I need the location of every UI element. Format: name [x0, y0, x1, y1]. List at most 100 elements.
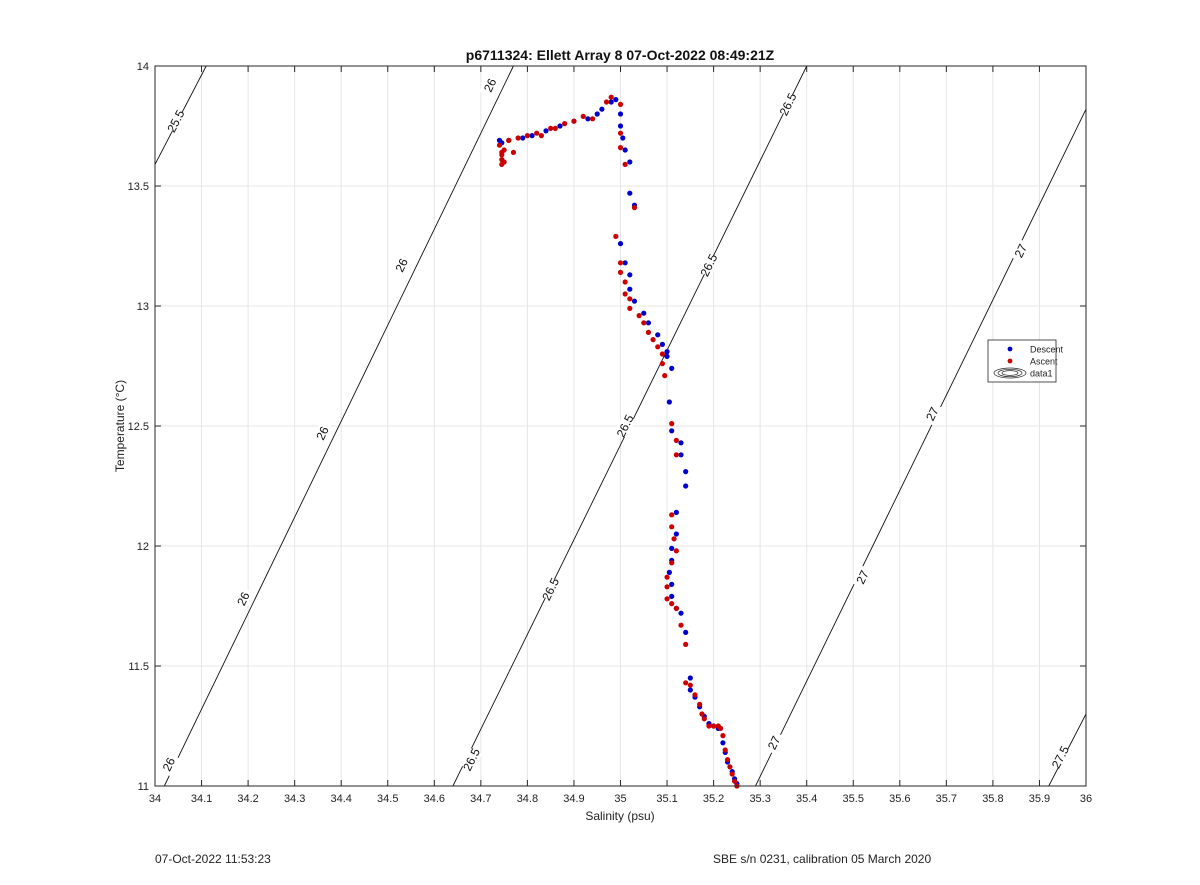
- ascent-point: [617, 260, 624, 266]
- legend-contour-icon: [1001, 370, 1019, 376]
- descent-point: [669, 545, 675, 552]
- ascent-point: [724, 757, 731, 763]
- ascent-point: [717, 725, 724, 732]
- x-tick-label: 34.8: [517, 793, 538, 805]
- descent-point: [645, 320, 652, 326]
- footer-timestamp: 07-Oct-2022 11:53:23: [155, 852, 271, 866]
- x-tick-label: 35.1: [656, 793, 677, 805]
- contour-label-bg: [165, 109, 187, 134]
- ascent-point: [617, 130, 624, 136]
- ascent-point: [659, 361, 665, 367]
- ascent-point: [669, 524, 675, 530]
- descent-point: [673, 531, 679, 537]
- contour-label-bg: [1010, 238, 1032, 263]
- contour-label: 27: [923, 405, 942, 423]
- ascent-point: [727, 764, 733, 770]
- ascent-point: [589, 116, 596, 122]
- legend-marker: [1007, 358, 1013, 364]
- ascent-point: [671, 536, 677, 542]
- legend-marker: [1007, 346, 1013, 352]
- ascent-point: [673, 437, 679, 443]
- descent-point: [669, 428, 675, 434]
- ascent-point: [571, 118, 577, 124]
- x-tick-label: 34.6: [424, 793, 445, 805]
- legend-label: Ascent: [1030, 357, 1058, 367]
- contour-label: 27: [1012, 241, 1031, 259]
- contour-label-bg: [539, 577, 562, 602]
- contour-line: [755, 109, 1087, 787]
- contour-label: 25.5: [164, 107, 187, 134]
- ascent-point: [673, 605, 679, 612]
- ascent-point: [669, 512, 675, 518]
- descent-point: [666, 399, 672, 405]
- ascent-point: [650, 337, 656, 343]
- y-axis-label: Temperature (°C): [113, 380, 127, 472]
- descent-point: [585, 116, 591, 122]
- contour-label: 26: [234, 589, 253, 607]
- y-tick-label: 12: [137, 541, 149, 553]
- ascent-point: [669, 601, 675, 607]
- ascent-point: [645, 329, 652, 335]
- ascent-point: [548, 125, 554, 131]
- ascent-point: [669, 560, 675, 566]
- ascent-point: [617, 145, 624, 151]
- contour-label-bg: [698, 253, 720, 278]
- x-tick-label: 35.6: [889, 793, 910, 805]
- ascent-point: [534, 130, 540, 136]
- descent-point: [687, 687, 693, 693]
- ascent-point: [641, 320, 647, 326]
- ascent-point: [701, 716, 707, 722]
- descent-point: [683, 469, 689, 475]
- x-tick-label: 34.7: [470, 793, 491, 805]
- x-tick-label: 34.1: [191, 793, 212, 805]
- descent-point: [620, 135, 626, 141]
- chart-title: p6711324: Ellett Array 8 07-Oct-2022 08:…: [466, 47, 775, 63]
- descent-point: [627, 286, 633, 292]
- ascent-point: [622, 279, 628, 285]
- contour-label: 26.5: [460, 746, 483, 773]
- legend: Descent Ascent data1: [987, 339, 1064, 383]
- contour-label-bg: [460, 747, 483, 772]
- ascent-point: [722, 747, 728, 753]
- ascent-point: [501, 147, 507, 153]
- descent-point: [655, 332, 661, 338]
- x-tick-label: 34.4: [330, 793, 351, 805]
- data-points: [496, 94, 740, 789]
- ascent-point: [515, 135, 521, 141]
- legend-contour-icon: [997, 368, 1023, 378]
- ascent-point: [659, 351, 665, 357]
- x-tick-label: 34.3: [284, 793, 305, 805]
- x-axis-label: Salinity (psu): [585, 809, 654, 823]
- ascent-point: [699, 711, 705, 717]
- descent-point: [613, 97, 619, 103]
- descent-point: [622, 260, 628, 266]
- axis-ticks: 34 34.1 34.2 34.3 34.4 34.5 34.6 34.7 34.8 34.9 35…: [128, 61, 1093, 805]
- x-tick-label: 35.7: [936, 793, 957, 805]
- x-tick-label: 35.2: [703, 793, 724, 805]
- x-tick-label: 35: [614, 793, 626, 805]
- descent-point: [622, 147, 628, 153]
- y-tick-label: 11.5: [128, 661, 149, 673]
- descent-point: [617, 241, 624, 247]
- contour-label-bg: [391, 253, 413, 278]
- contour-label-bg: [614, 413, 636, 439]
- contour-label: 26.5: [539, 575, 562, 602]
- ascent-point: [720, 733, 726, 739]
- descent-point: [683, 483, 689, 489]
- x-tick-label: 35.8: [982, 793, 1003, 805]
- descent-point: [687, 675, 693, 681]
- descent-point: [617, 123, 624, 129]
- contour-label: 26.5: [698, 251, 721, 278]
- ascent-point: [683, 680, 689, 686]
- contour-line: [163, 65, 514, 787]
- contour-label-bg: [851, 565, 874, 590]
- ascent-point: [636, 313, 642, 319]
- contour-label: 26.5: [777, 91, 800, 118]
- descent-point: [659, 341, 665, 347]
- ascent-point: [499, 152, 505, 158]
- descent-point: [520, 135, 526, 141]
- descent-point: [599, 106, 605, 112]
- contour-label: 27: [853, 568, 872, 586]
- descent-point: [617, 111, 624, 117]
- ascent-point: [631, 205, 638, 211]
